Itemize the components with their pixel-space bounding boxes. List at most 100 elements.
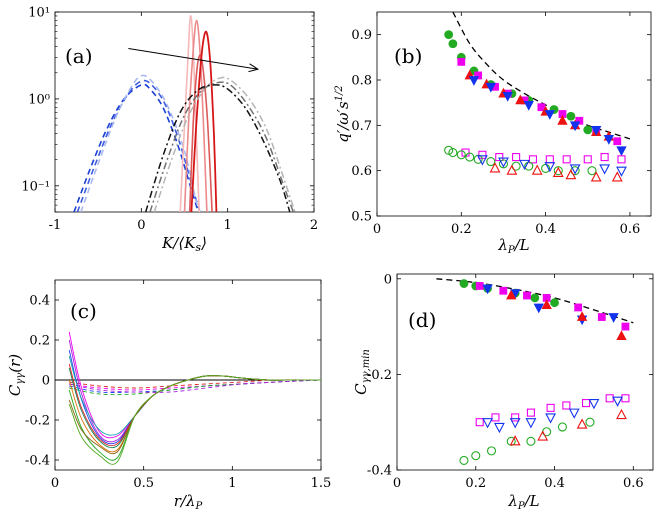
- data-point: [576, 311, 588, 321]
- data-point: [528, 155, 538, 164]
- y-tick-label: 0.6: [351, 164, 372, 179]
- data-point: [583, 125, 593, 135]
- data-point: [574, 303, 583, 312]
- x-tick-label: 0.6: [623, 476, 644, 491]
- data-point: [506, 164, 518, 175]
- y-tick-label: 0.2: [29, 334, 50, 349]
- y-tick-label: 0.8: [351, 74, 372, 89]
- y-tick-label: -0.2: [367, 368, 392, 383]
- x-tick-label: -1: [49, 218, 62, 233]
- data-point: [537, 430, 549, 441]
- data-point: [509, 435, 521, 446]
- data-point: [545, 155, 554, 164]
- solid-correlation-curve: [68, 375, 321, 465]
- data-point: [533, 303, 544, 314]
- data-point: [541, 299, 552, 309]
- y-tick-label: 0.9: [351, 28, 372, 43]
- data-point: [498, 157, 509, 168]
- data-point: [562, 401, 571, 410]
- x-tick-label: 0: [373, 222, 381, 237]
- y-tick-label: -0.4: [25, 454, 50, 469]
- data-point: [546, 403, 555, 412]
- data-point: [583, 155, 592, 164]
- data-point: [617, 155, 626, 164]
- data-point: [585, 417, 595, 427]
- x-tick-label: 1: [228, 476, 236, 491]
- panel-c-label: (c): [70, 299, 97, 323]
- panel-b: 0 0.2 0.4 0.6 0.5 0.6 0.7 0.8 0.9 (b) λP/L q′/ω′…: [334, 11, 652, 256]
- data-point: [512, 153, 521, 162]
- y-tick-label: 0: [42, 374, 50, 389]
- solid-correlation-curve: [68, 349, 321, 445]
- data-point: [448, 147, 458, 158]
- panel-d-ylabel: Cγγ,min: [352, 349, 372, 395]
- data-point: [569, 121, 581, 132]
- data-point: [444, 145, 454, 155]
- data-point: [541, 163, 551, 173]
- data-point: [498, 159, 509, 169]
- data-point: [576, 418, 588, 429]
- data-point: [506, 289, 517, 300]
- data-point: [616, 166, 627, 177]
- series-line: [149, 81, 295, 212]
- series-line: [80, 74, 201, 212]
- data-point: [557, 114, 568, 125]
- dashed-correlation-curve: [69, 379, 321, 393]
- data-point: [459, 455, 469, 465]
- data-point: [489, 162, 501, 173]
- data-point: [523, 101, 534, 111]
- data-point: [491, 413, 500, 422]
- data-point: [590, 171, 602, 182]
- panel-c-xlabel: r/λP: [174, 492, 203, 512]
- y-tick-label: 0.7: [351, 119, 372, 134]
- data-point: [457, 57, 466, 66]
- y-tick-label: 0.5: [351, 210, 372, 225]
- y-tick-label: -0.4: [367, 464, 392, 479]
- reference-curve: [436, 278, 634, 324]
- data-point: [482, 284, 493, 295]
- y-tick-label: 0: [384, 272, 392, 287]
- x-tick-label: 0.2: [451, 222, 472, 237]
- data-point: [600, 153, 609, 162]
- x-tick-label: 0.2: [465, 476, 486, 491]
- data-point: [444, 30, 454, 40]
- panel-b-ylabel: q′/ω′s1/2: [334, 85, 352, 143]
- data-point: [515, 94, 526, 105]
- data-point: [465, 152, 475, 162]
- data-point: [545, 413, 557, 424]
- panel-b-xlabel: λP/L: [497, 236, 529, 256]
- data-point: [486, 157, 496, 167]
- data-point: [448, 39, 458, 49]
- x-tick-label: 1.5: [311, 476, 332, 491]
- panel-d-xlabel: λP/L: [507, 492, 539, 512]
- y-tick-label: 10⁰: [28, 92, 50, 107]
- data-point: [599, 164, 611, 175]
- data-point: [621, 322, 630, 331]
- data-point: [531, 164, 543, 175]
- solid-correlation-curve: [68, 363, 321, 447]
- data-point: [530, 293, 540, 303]
- solid-correlation-curve: [68, 355, 321, 436]
- x-tick-label: 0: [137, 218, 145, 233]
- data-point: [552, 166, 564, 177]
- data-point: [459, 279, 469, 288]
- data-point: [603, 135, 615, 145]
- data-point: [612, 396, 623, 407]
- panel-c: 0 0.5 1 1.5 -0.4 -0.2 0 0.2 0.4 (c) r/λP Cγγ(r): [6, 279, 332, 512]
- data-point: [471, 451, 481, 461]
- data-point: [581, 399, 591, 408]
- panel-b-frame: [376, 11, 652, 217]
- x-tick-label: 0.4: [544, 476, 565, 491]
- y-tick-label: -0.2: [25, 414, 50, 429]
- data-point: [476, 155, 488, 166]
- data-point: [511, 413, 520, 422]
- data-point: [502, 91, 513, 102]
- series-line: [153, 76, 296, 212]
- panel-c-ylabel: Cγγ(r): [6, 354, 26, 396]
- data-point: [568, 408, 580, 419]
- data-point: [482, 418, 493, 429]
- data-point: [509, 418, 521, 429]
- data-point: [597, 313, 606, 321]
- data-point: [526, 436, 536, 446]
- data-point: [557, 422, 567, 432]
